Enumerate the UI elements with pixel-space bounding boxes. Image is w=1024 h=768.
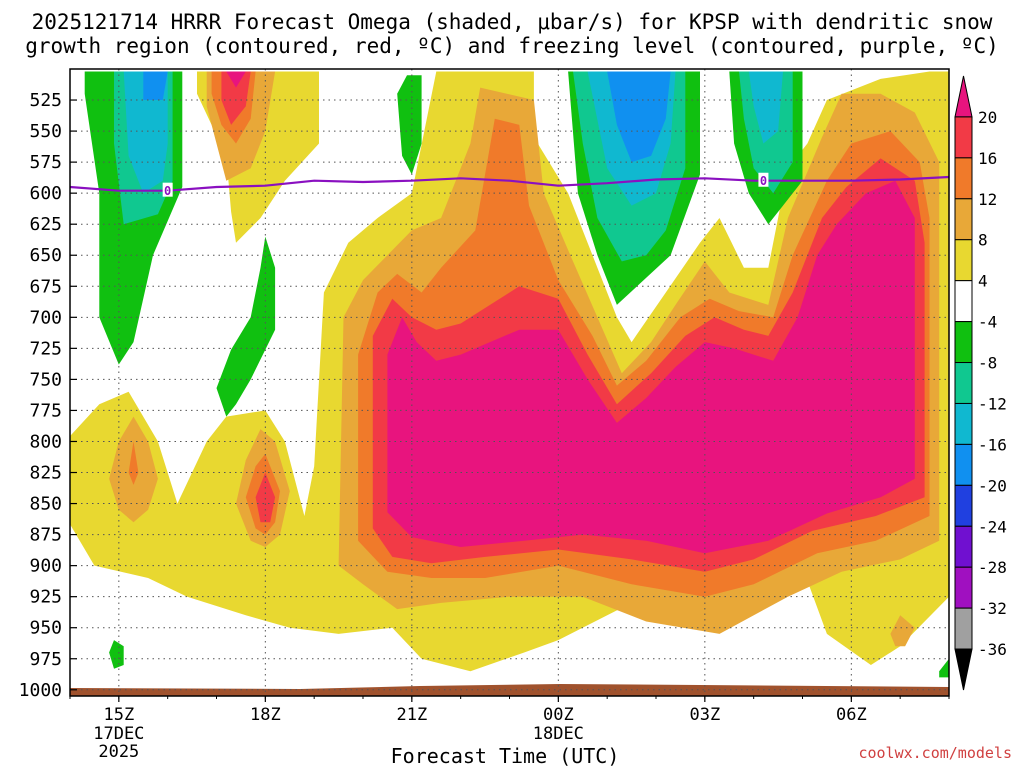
x-tick-label: 15Z: [103, 705, 134, 725]
y-tick-label: 800: [29, 431, 62, 452]
colorbar-swatch: [954, 116, 973, 159]
omega-region-neg8-15z-bottom: [109, 640, 124, 669]
colorbar-label: -32: [978, 599, 1007, 618]
colorbar-label: -12: [978, 394, 1007, 413]
y-axis: 525 550 575 600 625 650 675 700 725 750 775 800 825 8…: [19, 90, 77, 701]
omega-region-pos16-left-top: [221, 71, 251, 125]
y-tick-label: 725: [29, 338, 62, 359]
colorbar-swatch: [954, 566, 973, 609]
colorbar: 20 16 12 8 4 -4 -8 -12 -16 -20 -24 -28 -32 -36: [954, 75, 1007, 691]
colorbar-label: -28: [978, 558, 1007, 577]
grid-lines: [70, 69, 949, 696]
omega-region-neg16-left: [123, 71, 168, 194]
colorbar-label: -8: [978, 354, 997, 373]
omega-region-neg8-right-bottom: [939, 658, 949, 678]
freezing-level-label: 0: [760, 174, 767, 188]
colorbar-swatch: [954, 280, 973, 323]
colorbar-swatch: [954, 362, 973, 404]
colorbar-label: 20: [978, 108, 997, 127]
freezing-label-bg: [758, 172, 769, 187]
credit-link[interactable]: coolwx.com/models: [858, 744, 1012, 762]
omega-region-neg8-21z: [397, 75, 422, 175]
colorbar-arrow-top: [954, 75, 973, 118]
omega-region-neg20-left: [143, 71, 168, 100]
y-tick-label: 875: [29, 525, 62, 546]
y-tick-label: 925: [29, 587, 62, 608]
y-tick-label: 750: [29, 369, 62, 390]
x-tick-label: 18Z: [250, 705, 281, 725]
freezing-level-contour: 00: [70, 172, 949, 198]
freezing-label-bg: [162, 182, 173, 197]
colorbar-label: 12: [978, 190, 997, 209]
omega-regions: [70, 71, 949, 678]
y-tick-label: 650: [29, 245, 62, 266]
y-tick-label: 900: [29, 556, 62, 577]
x-tick-label: 03Z: [689, 705, 720, 725]
x-tick-label: 21Z: [396, 705, 427, 725]
omega-region-pos20-main: [387, 180, 915, 554]
y-tick-label: 550: [29, 121, 62, 142]
colorbar-swatch: [954, 402, 973, 445]
y-tick-label: 525: [29, 90, 62, 111]
y-tick-label: 850: [29, 494, 62, 515]
colorbar-swatch: [954, 607, 973, 650]
y-tick-label: 575: [29, 152, 62, 173]
y-tick-label: 825: [29, 463, 62, 484]
freezing-level-label: 0: [164, 184, 171, 198]
chart-title-line2: growth region (contoured, red, ºC) and f…: [25, 34, 999, 58]
colorbar-swatch: [954, 443, 973, 486]
colorbar-label: 8: [978, 231, 988, 250]
ground-terrain: [70, 684, 949, 696]
omega-region-neg20-00z: [607, 71, 671, 163]
x-tick-label: 00Z: [543, 705, 574, 725]
y-tick-label: 1000: [19, 680, 62, 701]
y-tick-label: 975: [29, 649, 62, 670]
y-tick-label: 775: [29, 400, 62, 421]
y-tick-label: 700: [29, 307, 62, 328]
colorbar-label: 4: [978, 272, 988, 291]
omega-region-pos16-18z: [255, 472, 276, 523]
colorbar-label: -4: [978, 313, 997, 332]
colorbar-swatch: [954, 157, 973, 200]
x-tick-label: 06Z: [836, 705, 867, 725]
colorbar-swatch: [954, 198, 973, 241]
y-tick-label: 625: [29, 214, 62, 235]
x-tick-date: 17DEC: [93, 724, 144, 744]
colorbar-label: 16: [978, 149, 997, 168]
freezing-level-line: [70, 175, 949, 192]
colorbar-label: -24: [978, 517, 1007, 536]
x-tick-year: 2025: [98, 742, 139, 762]
colorbar-arrow-bottom: [954, 648, 973, 691]
omega-region-neg8-18z: [216, 236, 276, 417]
x-tick-date: 18DEC: [533, 724, 584, 744]
omega-region-pos8-06z: [890, 615, 915, 647]
colorbar-swatch: [954, 525, 973, 568]
terrain-strip: [70, 684, 949, 696]
chart-title-line1: 2025121714 HRRR Forecast Omega (shaded, …: [31, 10, 993, 34]
colorbar-label: -16: [978, 435, 1007, 454]
colorbar-label: -20: [978, 476, 1007, 495]
omega-region-pos20-left-top: [226, 71, 246, 88]
colorbar-swatch: [954, 484, 973, 527]
omega-region-neg16-03z: [748, 71, 783, 144]
x-axis-label: Forecast Time (UTC): [390, 744, 620, 768]
y-tick-label: 950: [29, 618, 62, 639]
omega-region-pos12-15z: [128, 441, 139, 485]
colorbar-swatch: [954, 321, 973, 364]
colorbar-label: -36: [978, 640, 1007, 659]
colorbar-swatch: [954, 239, 973, 282]
y-tick-label: 675: [29, 276, 62, 297]
y-tick-label: 600: [29, 183, 62, 204]
